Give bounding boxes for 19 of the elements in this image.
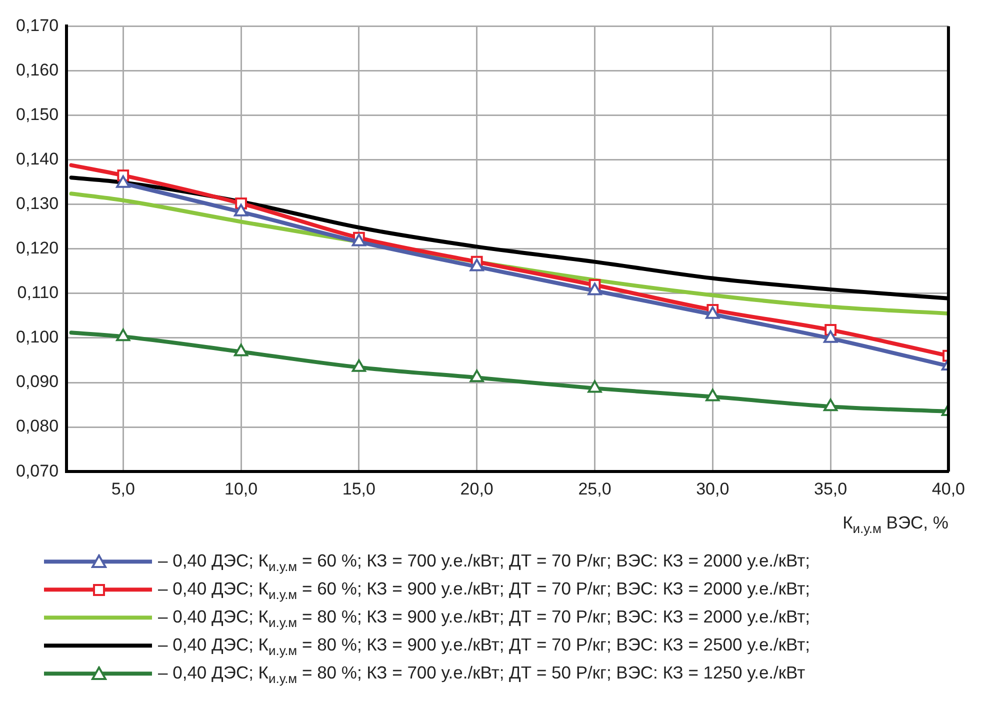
y-tick-label: 0,090 <box>16 372 59 392</box>
y-tick-label: 0,170 <box>16 16 59 35</box>
y-tick-label: 0,140 <box>16 150 59 169</box>
y-tick-label: 0,150 <box>16 104 59 124</box>
y-tick-label: 0,070 <box>16 461 59 480</box>
y-tick-label: 0,100 <box>16 328 59 347</box>
x-tick-label: 25,0 <box>578 479 612 498</box>
y-tick-label: 0,120 <box>16 238 59 258</box>
x-tick-label: 15,0 <box>342 479 376 498</box>
y-tick-label: 0,110 <box>17 283 59 302</box>
y-tick-label: 0,160 <box>16 60 59 80</box>
x-tick-label: 10,0 <box>224 479 258 498</box>
x-tick-label: 20,0 <box>460 479 494 498</box>
y-tick-label: 0,080 <box>16 416 59 436</box>
x-tick-label: 5,0 <box>111 479 135 498</box>
x-tick-label: 30,0 <box>696 479 730 498</box>
y-tick-label: 0,130 <box>16 194 59 214</box>
x-tick-label: 40,0 <box>932 479 966 498</box>
x-tick-label: 35,0 <box>814 479 848 498</box>
